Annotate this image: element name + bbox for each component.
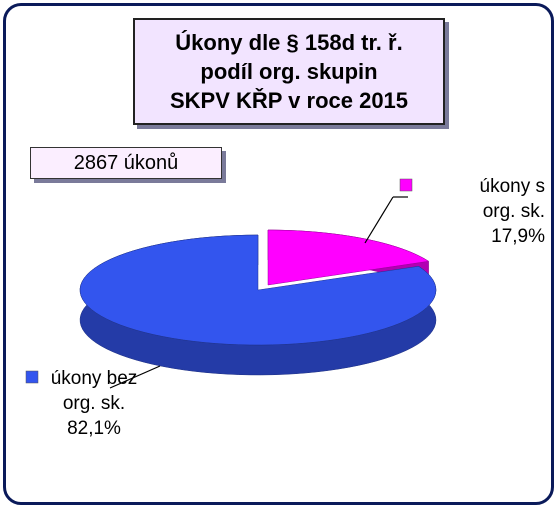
slice-label: úkony s org. sk. 17,9% [445,174,545,249]
slice [79,234,437,346]
value-label: 17,9% [491,226,545,247]
title-line: Úkony dle § 158d tr. ř. [175,30,403,55]
annotation: 2867 úkonů [30,147,222,179]
legend-swatch [25,370,39,384]
frame [3,3,554,505]
title-line: podíl org. skupin [200,59,378,84]
value-label: 82,1% [67,418,121,439]
category-label: úkony s org. sk. [479,176,545,222]
title-line: SKPV KŘP v roce 2015 [169,88,409,113]
leader-line [364,196,394,244]
slice-label: úkony bez org. sk. 82,1% [49,366,139,441]
category-label: úkony bez org. sk. [50,368,138,414]
legend-swatch [399,178,413,192]
leader-line [109,365,161,389]
slice [267,229,430,286]
chart-title: Úkony dle § 158d tr. ř. podíl org. skupi… [133,18,445,125]
